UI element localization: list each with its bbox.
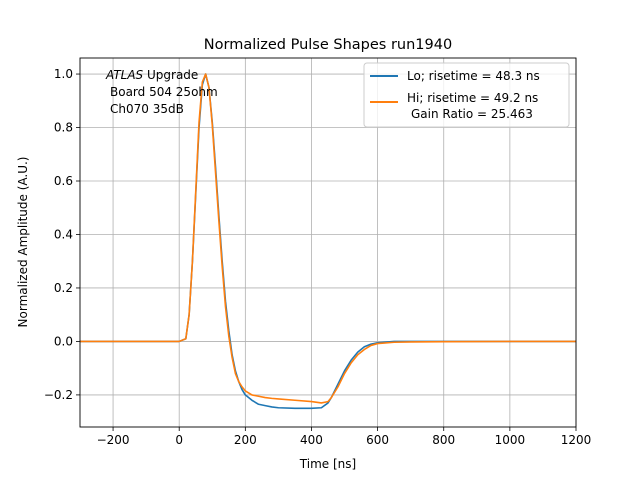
y-tick-label: −0.2 xyxy=(44,388,73,402)
legend-label-lo: Lo; risetime = 48.3 ns xyxy=(407,69,540,83)
x-axis-ticks: −200 0 200 400 600 800 1000 1200 xyxy=(97,427,592,447)
annotation-upgrade: Upgrade xyxy=(143,68,198,82)
annotation-line-3: Ch070 35dB xyxy=(110,102,184,116)
legend: Lo; risetime = 48.3 ns Hi; risetime = 49… xyxy=(363,62,570,128)
annotation-line-2: Board 504 25ohm xyxy=(110,85,218,99)
annotation-atlas: ATLAS xyxy=(105,68,144,82)
y-tick-label: 0.8 xyxy=(54,121,73,135)
y-tick-label: 0.6 xyxy=(54,174,73,188)
legend-label-hi: Hi; risetime = 49.2 ns xyxy=(407,91,538,105)
x-tick-label: −200 xyxy=(97,433,130,447)
x-tick-label: 1000 xyxy=(495,433,526,447)
series-line-hi xyxy=(80,73,576,404)
y-axis-ticks: −0.2 0.0 0.2 0.4 0.6 0.8 1.0 xyxy=(44,67,80,402)
x-tick-label: 800 xyxy=(432,433,455,447)
plot-frame xyxy=(79,57,577,428)
y-axis-label: Normalized Amplitude (A.U.) xyxy=(16,157,30,328)
annotation: ATLAS Upgrade Board 504 25ohm Ch070 35dB xyxy=(105,68,218,116)
annotation-line-1: ATLAS Upgrade xyxy=(105,68,198,82)
x-tick-label: 400 xyxy=(300,433,323,447)
legend-box xyxy=(363,62,570,128)
y-tick-label: 0.4 xyxy=(54,227,73,241)
y-tick-label: 0.2 xyxy=(54,281,73,295)
x-tick-label: 1200 xyxy=(561,433,592,447)
series-layer xyxy=(80,73,576,410)
y-tick-label: 1.0 xyxy=(54,67,73,81)
legend-label-hi-gain: Gain Ratio = 25.463 xyxy=(411,107,533,121)
x-tick-label: 200 xyxy=(234,433,257,447)
chart-title: Normalized Pulse Shapes run1940 xyxy=(204,37,452,53)
y-tick-label: 0.0 xyxy=(54,334,73,348)
x-tick-label: 600 xyxy=(366,433,389,447)
x-tick-label: 0 xyxy=(175,433,183,447)
x-axis-label: Time [ns] xyxy=(299,457,356,471)
